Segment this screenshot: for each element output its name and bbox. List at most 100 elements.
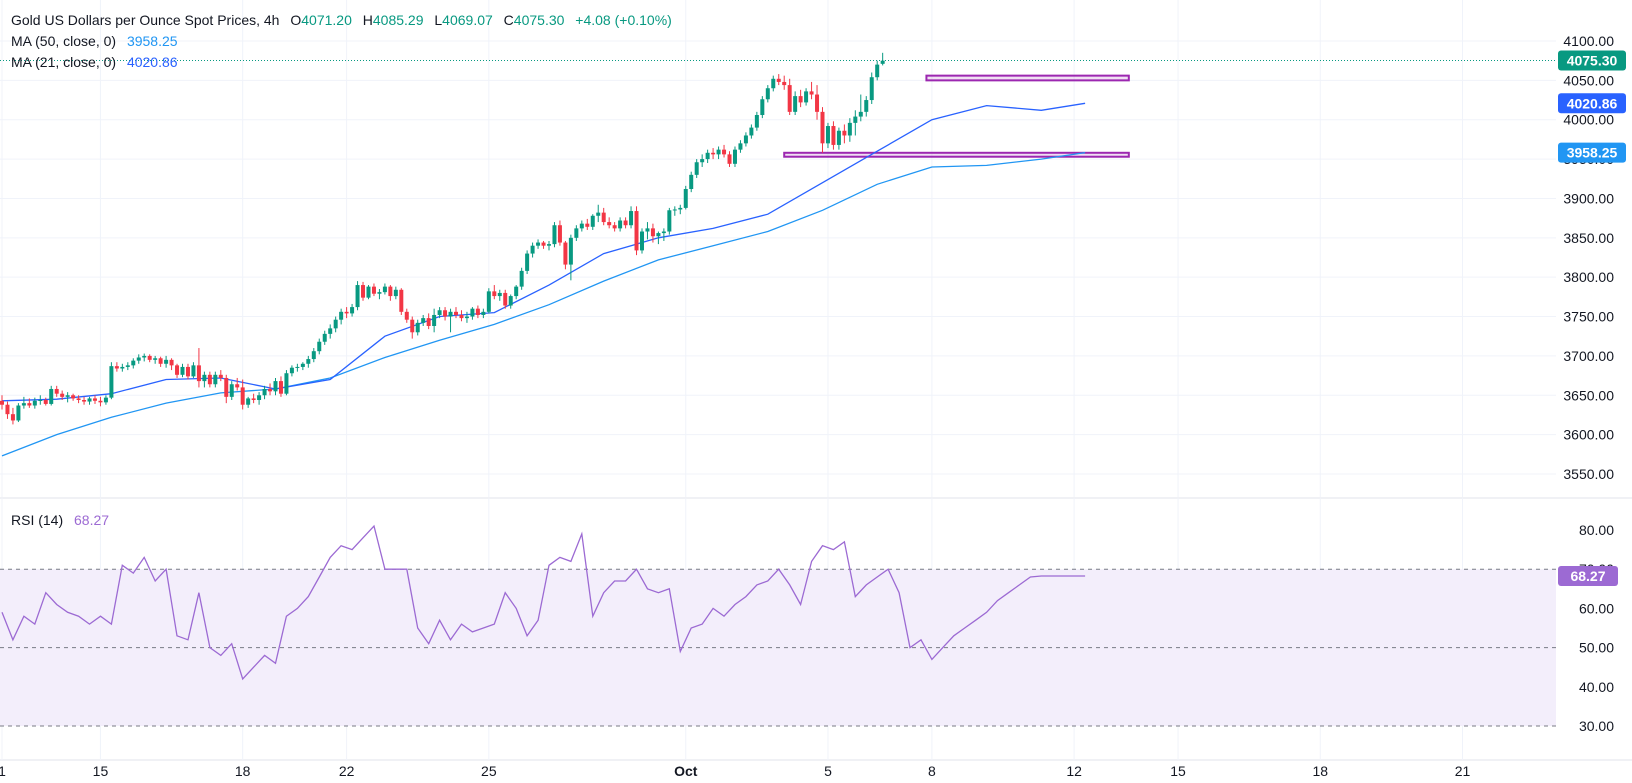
time-axis-tick-label: 15	[1170, 763, 1186, 779]
candle-body	[793, 96, 798, 112]
candle-body	[530, 245, 535, 254]
candle-body	[421, 318, 426, 323]
candle-body	[273, 381, 278, 392]
candle-body	[251, 398, 256, 400]
last-price-badge: 4075.30	[1567, 52, 1618, 68]
candle-body	[147, 355, 152, 360]
candle-body	[809, 91, 814, 95]
candle-body	[16, 405, 21, 421]
candle-body	[787, 85, 792, 112]
candle-body	[508, 296, 513, 306]
candle-body	[120, 366, 125, 369]
price-axis-tick-label: 3750.00	[1563, 309, 1614, 325]
low-label: L	[434, 12, 443, 28]
candle-body	[563, 242, 568, 265]
candle-body	[629, 211, 634, 226]
candle-body	[574, 228, 579, 238]
candle-body	[760, 99, 765, 116]
candle-body	[278, 381, 283, 394]
candle-body	[27, 403, 32, 406]
candle-body	[410, 319, 415, 333]
candle-body	[443, 310, 448, 317]
candle-body	[650, 228, 655, 237]
candle-body	[749, 127, 754, 136]
time-axis: 1 15 18 22 25 Oct 5 8 12 15 18 21	[0, 763, 1470, 779]
candle-body	[437, 310, 442, 315]
candle-body	[612, 225, 617, 229]
candle-body	[519, 270, 524, 287]
candle-body	[224, 377, 229, 397]
candle-body	[76, 398, 81, 400]
candle-body	[371, 286, 376, 294]
ma21-legend[interactable]: MA (21, close, 0) 4020.86	[11, 54, 178, 70]
candle-body	[415, 322, 420, 333]
time-axis-tick-label: 25	[481, 763, 497, 779]
candle-body	[475, 308, 480, 315]
candle-body	[716, 149, 721, 155]
rsi-label: RSI (14)	[11, 512, 64, 528]
candle-body	[257, 395, 262, 400]
candle-body	[366, 286, 371, 298]
candle-body	[284, 373, 289, 394]
ma21-line	[1, 102, 1086, 402]
rsi-axis-tick-label: 50.00	[1579, 640, 1614, 656]
candle-body	[142, 355, 147, 358]
price-axis-tick-label: 3800.00	[1563, 269, 1614, 285]
candle-body	[164, 359, 169, 364]
candle-body	[601, 212, 606, 223]
candle-body	[87, 398, 92, 402]
candle-body	[743, 135, 748, 144]
candle-body	[98, 400, 103, 403]
candle-body	[825, 126, 830, 144]
candle-body	[426, 318, 431, 326]
rsi-axis-tick-label: 30.00	[1579, 718, 1614, 734]
candle-body	[782, 81, 787, 86]
candle-body	[481, 311, 486, 315]
candle-body	[842, 130, 847, 136]
candle-body	[678, 207, 683, 210]
candle-body	[864, 100, 869, 112]
candle-body	[634, 211, 639, 251]
ma21-label: MA (21, close, 0)	[11, 54, 117, 70]
candle-body	[798, 96, 803, 103]
open-label: O	[290, 12, 302, 28]
low-value: 4069.07	[442, 12, 493, 28]
price-axis-tick-label: 4100.00	[1563, 33, 1614, 49]
candle-body	[880, 60, 885, 64]
candle-body	[202, 374, 207, 382]
candle-body	[361, 285, 366, 298]
candle-body	[92, 398, 97, 401]
ma50-legend[interactable]: MA (50, close, 0) 3958.25	[11, 33, 178, 49]
change-value: +4.08 (+0.10%)	[575, 12, 672, 28]
candle-body	[49, 388, 54, 404]
candle-body	[618, 220, 623, 229]
ma50-price-badge: 3958.25	[1567, 145, 1618, 161]
rsi-value: 68.27	[74, 512, 110, 528]
rsi-legend[interactable]: RSI (14) 68.27	[11, 512, 109, 528]
candle-body	[869, 77, 874, 101]
candle-body	[82, 399, 87, 402]
candle-body	[711, 152, 716, 155]
price-zone-1	[925, 74, 1130, 82]
chart-title: Gold US Dollars per Ounce Spot Prices, 4…	[11, 12, 280, 28]
close-value: 4075.30	[513, 12, 565, 28]
candle-body	[804, 91, 809, 103]
candle-body	[525, 253, 530, 271]
candles-group	[0, 52, 885, 425]
candle-body	[311, 351, 316, 360]
candle-body	[596, 212, 601, 216]
candle-body	[333, 319, 338, 329]
candle-body	[0, 400, 4, 405]
candle-body	[54, 388, 59, 394]
candle-body	[454, 311, 459, 315]
price-axis-tick-label: 4050.00	[1563, 72, 1614, 88]
candle-body	[661, 231, 666, 234]
candle-body	[552, 225, 557, 245]
candle-body	[235, 384, 240, 388]
last-price-badge-bg	[1558, 50, 1626, 71]
candle-body	[382, 286, 387, 293]
candle-body	[732, 149, 737, 164]
candle-body	[771, 78, 776, 89]
candle-body	[590, 215, 595, 227]
